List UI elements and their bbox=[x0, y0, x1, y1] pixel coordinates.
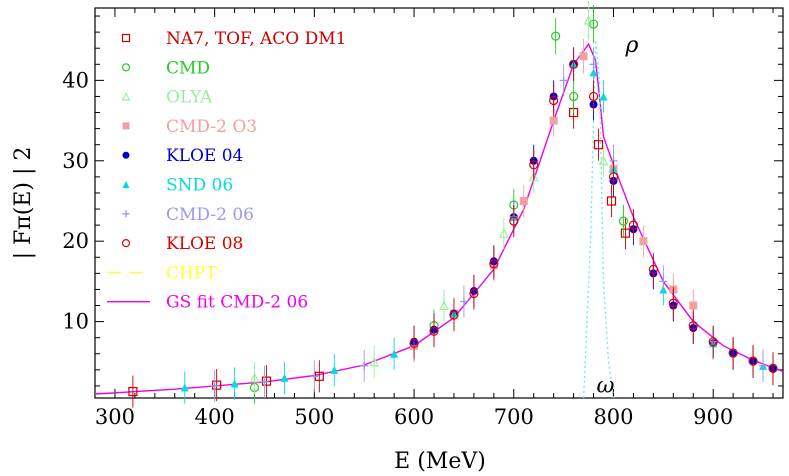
legend-marker-6 bbox=[122, 210, 130, 218]
legend-entry: KLOE 04 bbox=[166, 146, 243, 166]
point-cmd-2-06 bbox=[759, 361, 768, 370]
point-cmd-2-o3 bbox=[689, 301, 698, 310]
x-tick-label: 900 bbox=[693, 405, 733, 429]
plot-frame bbox=[94, 7, 784, 399]
point-na7-tof-aco-dm1 bbox=[261, 376, 272, 386]
point-kloe-08 bbox=[529, 160, 539, 170]
point-olya bbox=[249, 372, 260, 383]
point-cmd-2-06 bbox=[360, 361, 369, 370]
x-tick-label: 500 bbox=[294, 405, 334, 429]
point-kloe-08 bbox=[469, 288, 479, 299]
y-axis-label: | Fπ(E) | 2 bbox=[11, 147, 36, 260]
x-tick-label: 400 bbox=[195, 405, 235, 429]
point-kloe-08 bbox=[588, 91, 599, 102]
annotation-omega: ω bbox=[597, 373, 615, 398]
point-kloe-08 bbox=[768, 363, 778, 373]
annotation-rho: ρ bbox=[624, 33, 638, 58]
point-kloe-08 bbox=[489, 259, 499, 269]
point-olya bbox=[583, 14, 594, 25]
point-na7-tof-aco-dm1 bbox=[212, 380, 222, 390]
point-na7-tof-aco-dm1 bbox=[593, 140, 604, 150]
x-tick-label: 600 bbox=[394, 405, 434, 429]
point-cmd-2-o3 bbox=[639, 237, 648, 246]
point-kloe-08 bbox=[569, 59, 579, 69]
legend-entry: SND 06 bbox=[166, 176, 233, 196]
point-cmd bbox=[618, 216, 629, 226]
legend-marker-7 bbox=[121, 239, 131, 248]
y-tick-label: 30 bbox=[62, 149, 89, 173]
legend-marker-0 bbox=[121, 33, 131, 43]
point-na7-tof-aco-dm1 bbox=[606, 196, 617, 206]
point-cmd-2-06 bbox=[559, 76, 568, 85]
point-snd-06 bbox=[230, 379, 239, 388]
point-kloe-08 bbox=[409, 338, 419, 348]
point-kloe-08 bbox=[708, 337, 718, 347]
legend-marker-1 bbox=[121, 63, 131, 72]
curve-omega-interference bbox=[582, 40, 615, 399]
point-kloe-08 bbox=[728, 348, 738, 358]
y-tick-label: 10 bbox=[62, 310, 89, 334]
point-snd-06 bbox=[180, 383, 189, 392]
legend-entry: NA7, TOF, ACO DM1 bbox=[166, 29, 346, 49]
point-kloe-08 bbox=[688, 321, 698, 331]
legend-entry: CMD bbox=[166, 58, 210, 78]
point-cmd bbox=[569, 91, 579, 102]
point-cmd-2-06 bbox=[260, 377, 269, 386]
legend-marker-2 bbox=[121, 91, 131, 101]
point-kloe-08 bbox=[668, 298, 678, 308]
x-tick-label: 800 bbox=[593, 405, 633, 429]
point-cmd-2-06 bbox=[310, 372, 319, 381]
point-cmd bbox=[551, 31, 561, 41]
point-kloe-08 bbox=[549, 95, 559, 106]
point-na7-tof-aco-dm1 bbox=[620, 228, 631, 238]
x-tick-label: 700 bbox=[494, 405, 534, 429]
point-na7-tof-aco-dm1 bbox=[128, 386, 138, 397]
legend-entry: CHPT bbox=[166, 263, 217, 283]
legend-entry: CMD-2 O3 bbox=[166, 117, 257, 137]
data-points bbox=[128, 0, 778, 408]
point-cmd-2-06 bbox=[589, 60, 598, 69]
point-olya bbox=[498, 227, 509, 238]
point-snd-06 bbox=[599, 92, 608, 101]
x-tick-label: 300 bbox=[95, 405, 135, 429]
legend-entry: KLOE 08 bbox=[166, 234, 243, 254]
point-cmd-2-o3 bbox=[519, 196, 528, 205]
point-cmd-2-06 bbox=[659, 277, 668, 286]
point-cmd-2-06 bbox=[210, 381, 219, 390]
point-olya bbox=[439, 300, 449, 311]
legend-entry: GS fit CMD-2 06 bbox=[166, 293, 308, 313]
y-tick-label: 40 bbox=[62, 68, 89, 92]
legend-entry: CMD-2 06 bbox=[166, 205, 254, 225]
point-olya bbox=[598, 155, 609, 166]
point-kloe-08 bbox=[628, 220, 639, 230]
point-kloe-08 bbox=[429, 326, 439, 336]
point-snd-06 bbox=[330, 365, 339, 374]
point-kloe-08 bbox=[449, 310, 459, 320]
point-kloe-08 bbox=[648, 264, 658, 274]
point-kloe-08 bbox=[608, 172, 619, 182]
point-snd-06 bbox=[280, 373, 289, 382]
legend-marker-3 bbox=[122, 122, 130, 130]
axis-ticks: 300 400 500 600 700 800 900 10 20 30 40 bbox=[62, 8, 783, 429]
point-cmd-2-o3 bbox=[579, 52, 588, 61]
legend-marker-4 bbox=[122, 151, 130, 159]
point-kloe-08 bbox=[509, 216, 519, 226]
point-kloe-08 bbox=[748, 356, 758, 366]
point-cmd-2-o3 bbox=[549, 116, 558, 125]
legend: NA7, TOF, ACO DM1 CMD OLYA CMD-2 O3 KLOE 04 S… bbox=[107, 29, 346, 313]
legend-entry: OLYA bbox=[166, 88, 213, 108]
point-cmd-2-06 bbox=[459, 297, 468, 306]
point-snd-06 bbox=[390, 349, 399, 358]
point-olya bbox=[369, 356, 380, 367]
x-axis-label: E (MeV) bbox=[394, 449, 486, 474]
legend-marker-5 bbox=[122, 181, 130, 188]
y-tick-label: 20 bbox=[62, 229, 89, 253]
